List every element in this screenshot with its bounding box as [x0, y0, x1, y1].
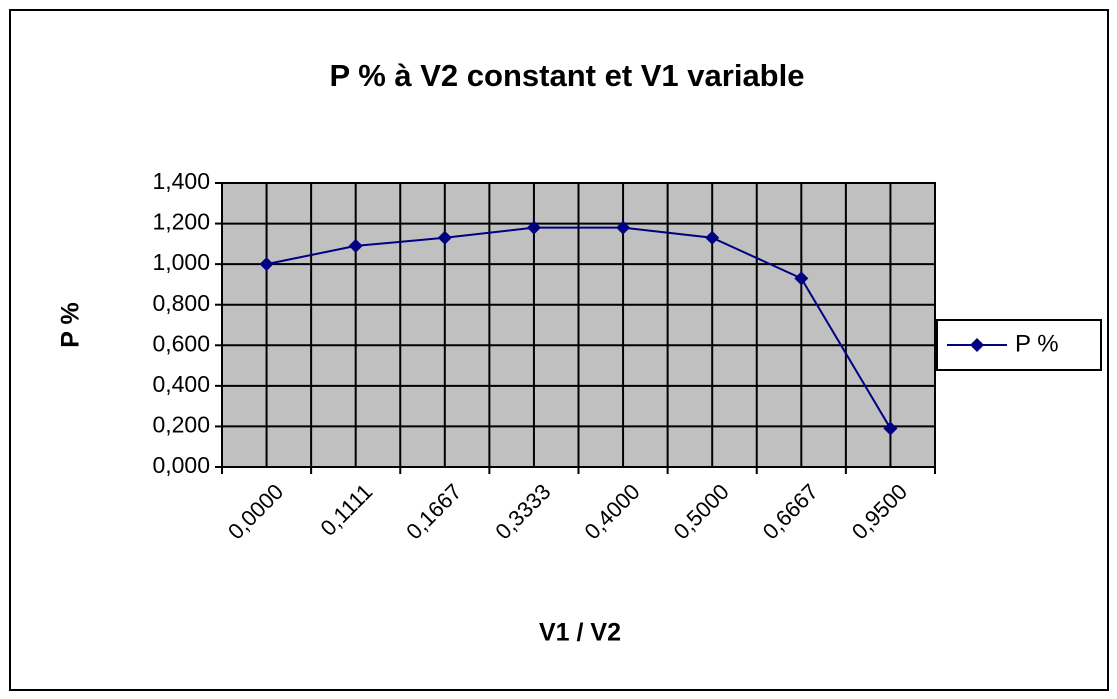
- point-marker: [348, 238, 363, 253]
- point-marker: [705, 230, 720, 245]
- legend-marker: [970, 338, 984, 352]
- point-marker: [437, 230, 452, 245]
- y-tick-label: 1,400: [152, 168, 210, 194]
- y-tick-label: 0,800: [152, 290, 210, 316]
- y-tick-label: 1,200: [152, 209, 210, 235]
- point-marker: [259, 257, 274, 272]
- chart-title: P % à V2 constant et V1 variable: [330, 58, 805, 93]
- legend-label: P %: [1015, 330, 1059, 357]
- series-line: [266, 226, 892, 429]
- point-marker: [526, 220, 541, 235]
- y-tick-label: 0,200: [152, 412, 210, 438]
- y-tick-label: 0,400: [152, 371, 210, 397]
- legend-box: [936, 319, 1102, 371]
- point-marker: [616, 220, 631, 235]
- x-axis-title: V1 / V2: [539, 619, 621, 647]
- y-tick-label: 0,000: [152, 452, 210, 478]
- point-marker: [883, 421, 898, 436]
- y-axis-title: P %: [57, 302, 85, 347]
- y-tick-label: 0,600: [152, 330, 210, 356]
- y-tick-label: 1,000: [152, 249, 210, 275]
- plot-border: [221, 182, 936, 468]
- point-marker: [794, 271, 809, 286]
